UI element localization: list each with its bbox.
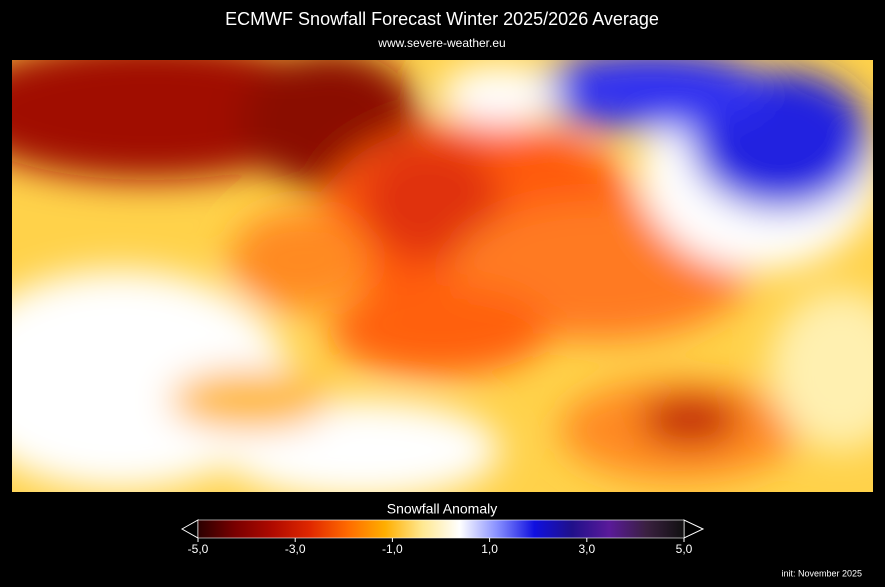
subtitle: www.severe-weather.eu [377, 36, 505, 50]
map [12, 60, 873, 492]
colorbar-label: Snowfall Anomaly [387, 501, 498, 517]
colorbar-tick-label: 3,0 [578, 542, 595, 556]
colorbar-tick-label: -1,0 [382, 542, 403, 556]
colorbar-scale [197, 519, 685, 539]
colorbar-tick-label: 1,0 [481, 542, 498, 556]
init-note: init: November 2025 [781, 568, 862, 578]
colorbar-tick-label: -3,0 [285, 542, 306, 556]
colorbar: -5,0 -3,0 -1,0 1,0 3,0 5,0 [180, 519, 705, 556]
colorbar-tick-label: 5,0 [676, 542, 693, 556]
colorbar-tick-label: -5,0 [188, 542, 209, 556]
title: ECMWF Snowfall Forecast Winter 2025/2026… [225, 9, 659, 29]
